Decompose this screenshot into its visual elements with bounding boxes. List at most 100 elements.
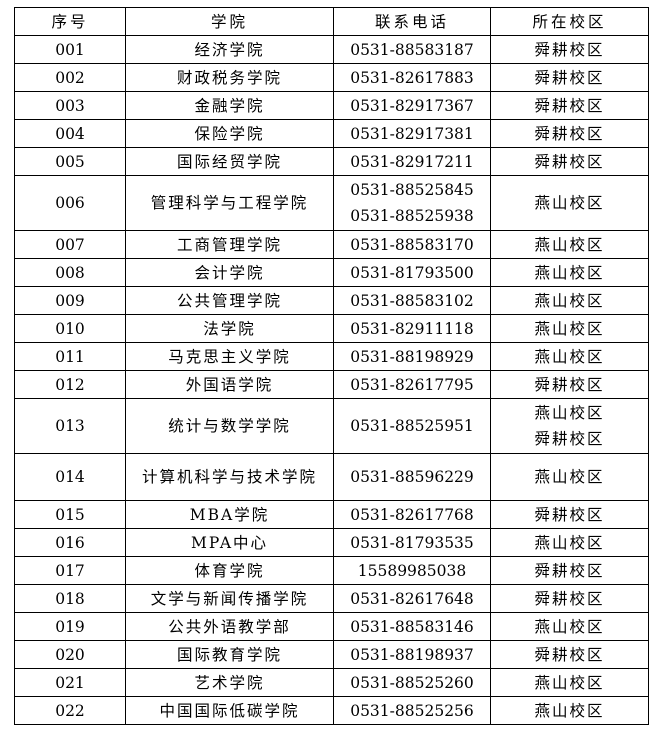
table-row: 016 MPA中心 0531-81793535 燕山校区 <box>14 528 649 557</box>
phone-cell: 0531-82917211 <box>333 147 491 176</box>
phone-number: 0531-81793500 <box>350 263 474 282</box>
phone-cell: 0531-88525260 <box>333 668 491 697</box>
college-name: 国际经贸学院 <box>125 147 334 176</box>
college-name: 金融学院 <box>125 91 334 120</box>
campus-cell: 燕山校区 <box>490 668 649 697</box>
campus-name: 舜耕校区 <box>534 645 605 664</box>
header-row: 序号 学院 联系电话 所在校区 <box>14 7 649 36</box>
table-row: 003 金融学院 0531-82917367 舜耕校区 <box>14 91 649 120</box>
row-number: 007 <box>14 230 126 259</box>
campus-name: 燕山校区 <box>534 235 605 254</box>
college-name: 财政税务学院 <box>125 63 334 92</box>
phone-cell: 0531-88583146 <box>333 612 491 641</box>
table-row: 015 MBA学院 0531-82617768 舜耕校区 <box>14 500 649 529</box>
table-row: 007 工商管理学院 0531-88583170 燕山校区 <box>14 230 649 259</box>
phone-cell: 0531-88583170 <box>333 230 491 259</box>
campus-cell: 燕山校区 <box>490 453 649 501</box>
campus-cell: 燕山校区 舜耕校区 <box>490 398 649 454</box>
phone-number: 0531-82617648 <box>350 589 474 608</box>
campus-cell: 舜耕校区 <box>490 500 649 529</box>
phone-number: 0531-81793535 <box>350 533 474 552</box>
college-name: 马克思主义学院 <box>125 342 334 371</box>
table-row: 014 计算机科学与技术学院 0531-88596229 燕山校区 <box>14 453 649 501</box>
phone-number: 0531-82617768 <box>350 505 474 524</box>
phone-number: 0531-88525260 <box>350 673 474 692</box>
row-number: 003 <box>14 91 126 120</box>
college-name: 保险学院 <box>125 119 334 148</box>
phone-cell: 0531-88198937 <box>333 640 491 669</box>
campus-name: 燕山校区 <box>534 347 605 366</box>
campus-cell: 舜耕校区 <box>490 91 649 120</box>
phone-cell: 0531-88596229 <box>333 453 491 501</box>
table-row: 020 国际教育学院 0531-88198937 舜耕校区 <box>14 640 649 669</box>
row-number: 021 <box>14 668 126 697</box>
row-number: 012 <box>14 370 126 399</box>
row-number: 017 <box>14 556 126 585</box>
table-row: 002 财政税务学院 0531-82617883 舜耕校区 <box>14 63 649 92</box>
college-name: 法学院 <box>125 314 334 343</box>
campus-cell: 舜耕校区 <box>490 35 649 64</box>
phone-cell: 0531-82911118 <box>333 314 491 343</box>
phone-cell: 0531-88525256 <box>333 696 491 725</box>
college-name: 会计学院 <box>125 258 334 287</box>
phone-cell: 0531-88583102 <box>333 286 491 315</box>
campus-name: 舜耕校区 <box>534 96 605 115</box>
phone-cell: 15589985038 <box>333 556 491 585</box>
campus-cell: 舜耕校区 <box>490 556 649 585</box>
campus-name: 舜耕校区 <box>534 561 605 580</box>
table-row: 019 公共外语教学部 0531-88583146 燕山校区 <box>14 612 649 641</box>
header-campus: 所在校区 <box>490 7 649 36</box>
phone-number: 0531-88583187 <box>350 40 474 59</box>
phone-number: 0531-82617883 <box>350 68 474 87</box>
row-number: 011 <box>14 342 126 371</box>
phone-number: 0531-88525256 <box>350 701 474 720</box>
phone-number: 0531-88583170 <box>350 235 474 254</box>
header-college: 学院 <box>125 7 334 36</box>
college-name: 公共管理学院 <box>125 286 334 315</box>
campus-cell: 燕山校区 <box>490 286 649 315</box>
phone-cell: 0531-82917381 <box>333 119 491 148</box>
college-name: 统计与数学学院 <box>125 398 334 454</box>
row-number: 002 <box>14 63 126 92</box>
phone-number: 0531-88583102 <box>350 291 474 310</box>
college-name: 经济学院 <box>125 35 334 64</box>
table-row: 001 经济学院 0531-88583187 舜耕校区 <box>14 35 649 64</box>
campus-cell: 燕山校区 <box>490 342 649 371</box>
phone-cell: 0531-88583187 <box>333 35 491 64</box>
college-name: 艺术学院 <box>125 668 334 697</box>
campus-name: 燕山校区 <box>534 617 605 636</box>
campus-name: 燕山校区 <box>534 701 605 720</box>
table-row: 017 体育学院 15589985038 舜耕校区 <box>14 556 649 585</box>
phone-cell: 0531-82617795 <box>333 370 491 399</box>
table-row: 022 中国国际低碳学院 0531-88525256 燕山校区 <box>14 696 649 725</box>
campus-name: 燕山校区 <box>534 263 605 282</box>
row-number: 022 <box>14 696 126 725</box>
table-row: 005 国际经贸学院 0531-82917211 舜耕校区 <box>14 147 649 176</box>
table-row: 021 艺术学院 0531-88525260 燕山校区 <box>14 668 649 697</box>
campus-name: 燕山校区 <box>534 404 605 422</box>
table-row: 009 公共管理学院 0531-88583102 燕山校区 <box>14 286 649 315</box>
table-row: 008 会计学院 0531-81793500 燕山校区 <box>14 258 649 287</box>
campus-name: 燕山校区 <box>534 291 605 310</box>
phone-number: 0531-88198937 <box>350 645 474 664</box>
campus-cell: 舜耕校区 <box>490 584 649 613</box>
table-row: 004 保险学院 0531-82917381 舜耕校区 <box>14 119 649 148</box>
college-name: 国际教育学院 <box>125 640 334 669</box>
campus-cell: 燕山校区 <box>490 258 649 287</box>
phone-number: 0531-82917211 <box>350 152 474 171</box>
table-row: 012 外国语学院 0531-82617795 舜耕校区 <box>14 370 649 399</box>
college-name: 文学与新闻传播学院 <box>125 584 334 613</box>
row-number: 015 <box>14 500 126 529</box>
row-number: 018 <box>14 584 126 613</box>
phone-number: 0531-88596229 <box>350 468 474 486</box>
campus-name: 燕山校区 <box>534 468 605 486</box>
campus-cell: 舜耕校区 <box>490 119 649 148</box>
table-row: 010 法学院 0531-82911118 燕山校区 <box>14 314 649 343</box>
college-name: 体育学院 <box>125 556 334 585</box>
phone-cell: 0531-81793535 <box>333 528 491 557</box>
campus-cell: 燕山校区 <box>490 314 649 343</box>
college-name: MPA中心 <box>125 528 334 557</box>
phone-number: 0531-88525845 <box>350 181 474 199</box>
campus-cell: 燕山校区 <box>490 175 649 231</box>
campus-cell: 燕山校区 <box>490 528 649 557</box>
